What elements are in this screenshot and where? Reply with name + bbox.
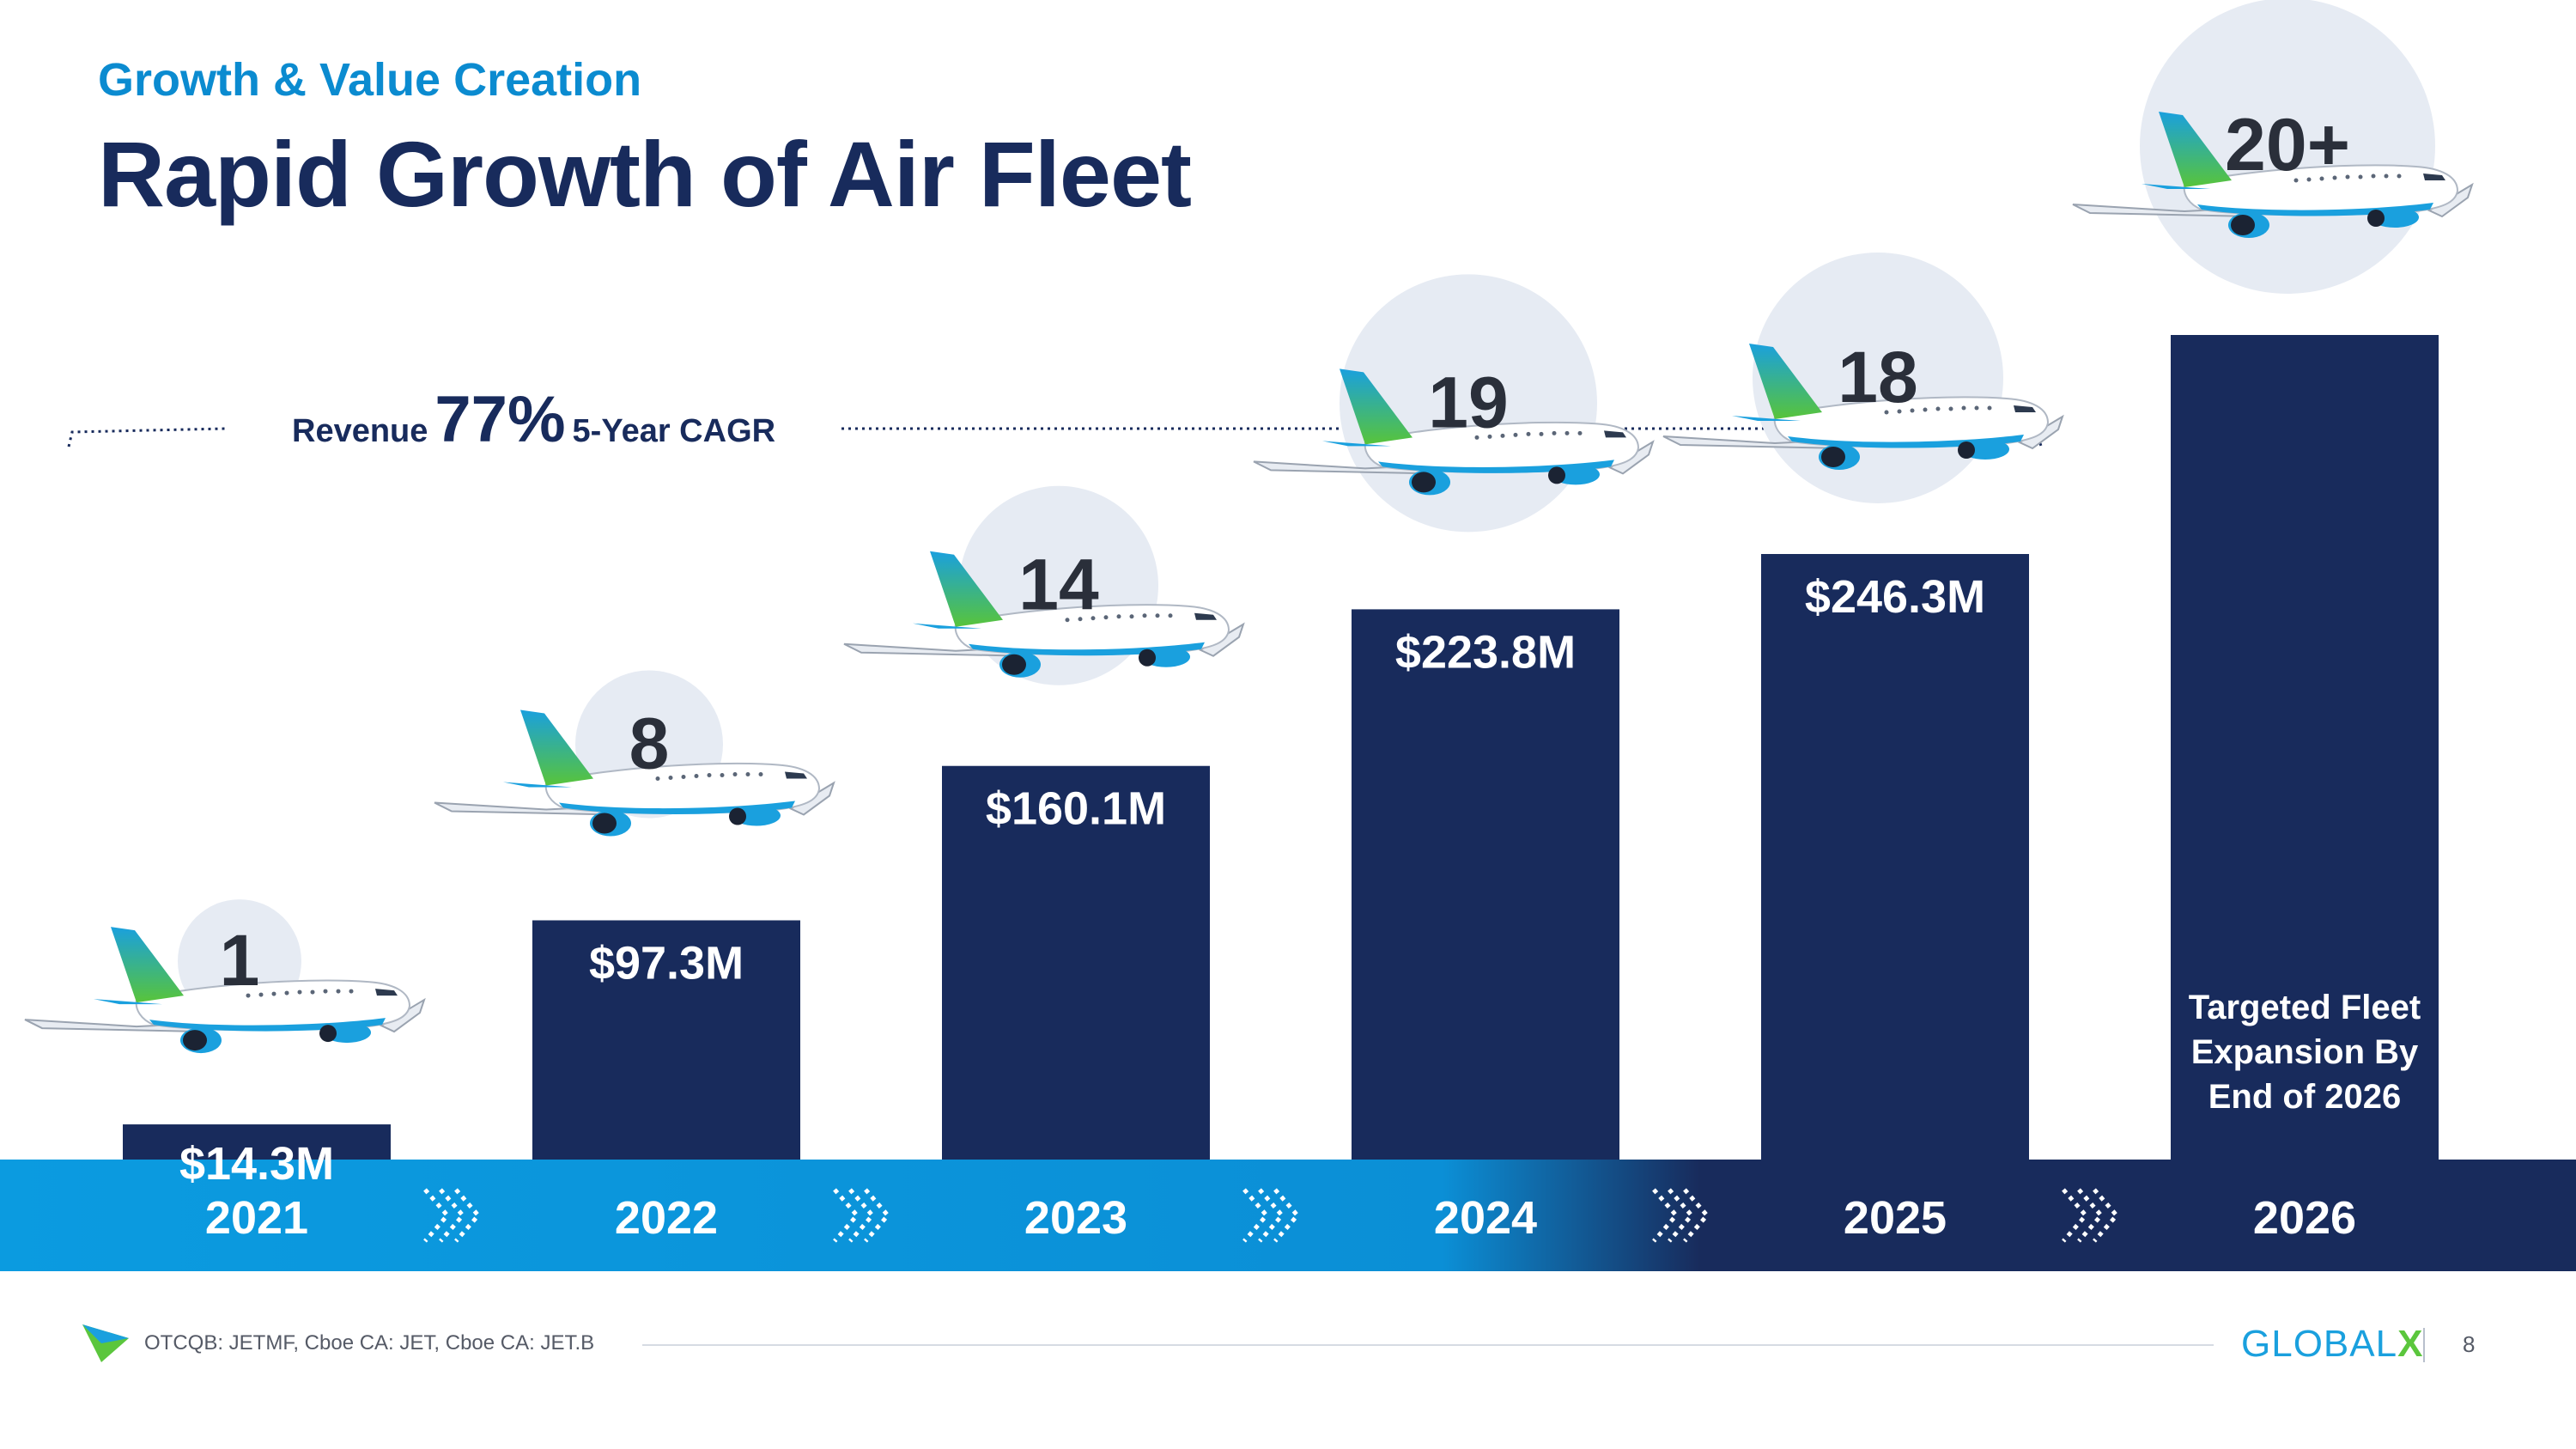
bar-2026 [2171, 335, 2439, 1160]
page-title: Rapid Growth of Air Fleet [98, 122, 1192, 226]
cagr-prefix: Revenue [292, 413, 428, 449]
logo-arrow-icon [82, 1324, 129, 1362]
bar-2024 [1352, 609, 1619, 1160]
revenue-label-2025: $246.3M [1805, 571, 1985, 623]
logo-x: X [2397, 1323, 2424, 1365]
cagr-suffix: 5-Year CAGR [572, 413, 776, 449]
bar-2022 [532, 920, 800, 1160]
footer-ticker: OTCQB: JETMF, Cboe CA: JET, Cboe CA: JET… [144, 1331, 595, 1355]
fleet-count-2026: 20+ [2225, 104, 2350, 186]
fleet-circle-2026 [2140, 0, 2435, 294]
year-label-2026: 2026 [2253, 1192, 2356, 1244]
cagr-callout: Revenue 77% 5-Year CAGR [292, 382, 824, 457]
annotation-2026: Targeted Fleet Expansion By End of 2026 [2189, 989, 2421, 1116]
bar-2023 [942, 765, 1210, 1160]
revenue-label-2021: $14.3M [179, 1138, 334, 1190]
footer-divider [642, 1344, 2214, 1346]
bar-2021 [123, 1124, 391, 1160]
cagr-value: 77% [434, 383, 566, 456]
logo-text: GLOBAL [2241, 1323, 2398, 1365]
bar-2025 [1761, 554, 2029, 1160]
year-label-2024: 2024 [1434, 1192, 1537, 1244]
page-number: 8 [2463, 1331, 2476, 1357]
fleet-count-2021: 1 [220, 920, 260, 1001]
cagr-bracket-left [67, 427, 226, 447]
footer-separator [2423, 1328, 2425, 1362]
globalx-logo: GLOBALX [2241, 1323, 2423, 1366]
year-label-2021: 2021 [205, 1192, 308, 1244]
year-label-2022: 2022 [615, 1192, 718, 1244]
year-label-2023: 2023 [1024, 1192, 1127, 1244]
revenue-label-2024: $223.8M [1395, 626, 1576, 678]
fleet-count-2024: 19 [1428, 362, 1508, 442]
fleet-count-2025: 18 [1838, 337, 1917, 417]
revenue-label-2022: $97.3M [589, 937, 744, 989]
timeline-band [0, 1160, 2576, 1271]
fleet-count-2022: 8 [629, 703, 670, 783]
revenue-label-2023: $160.1M [986, 783, 1166, 835]
year-label-2025: 2025 [1844, 1192, 1947, 1244]
section-subtitle: Growth & Value Creation [98, 54, 642, 106]
fleet-count-2023: 14 [1018, 545, 1099, 625]
